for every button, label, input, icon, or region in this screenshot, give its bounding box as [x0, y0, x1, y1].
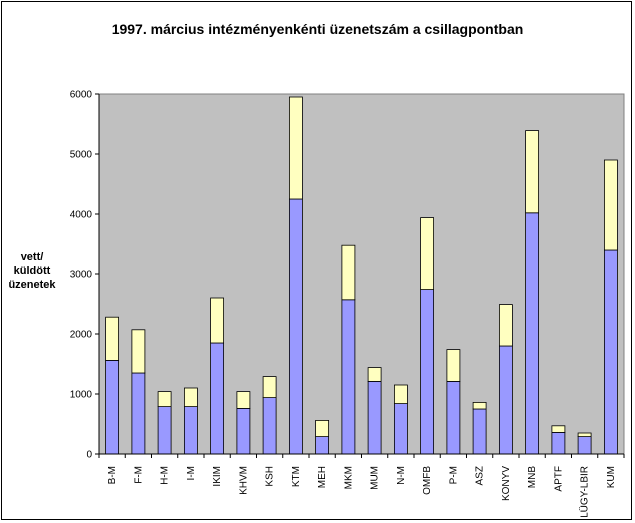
bar-segment-upper: [236, 391, 251, 409]
bar-segment-upper: [157, 391, 172, 408]
y-axis-label-line: vett/: [20, 251, 44, 263]
bar-segment-upper: [262, 376, 277, 399]
bar-segment-upper: [420, 217, 435, 291]
axes-group: B-M F-M H-M I-M IKIM KHVM KSH KTM MEH MKM MUM N-M OM…: [70, 90, 625, 518]
bar-segment-lower: [210, 342, 225, 455]
x-tick-label: H-M: [160, 466, 171, 485]
bar-segment-upper: [288, 96, 303, 200]
bar-segment-lower: [551, 431, 566, 455]
bar-segment-lower: [105, 359, 119, 455]
bar-segment-lower: [367, 380, 382, 455]
bar-segment-lower: [157, 406, 172, 455]
bar-segment-upper: [525, 130, 539, 214]
x-tick-label: MUM: [370, 466, 381, 490]
bar-segment-upper: [551, 425, 566, 433]
bar-segment-lower: [498, 345, 513, 455]
bar-segment-lower: [315, 436, 330, 455]
x-tick-label: MEH: [317, 466, 328, 488]
bar-segment-lower: [420, 289, 435, 455]
bar-segment-lower: [393, 403, 408, 455]
y-tick-label: 5000: [70, 150, 93, 161]
bar-segment-upper: [341, 244, 356, 301]
x-tick-label: F-M: [133, 466, 144, 484]
bar-segment-lower: [236, 407, 251, 455]
bar-segment-upper: [105, 316, 119, 361]
bar-segment-upper: [210, 297, 225, 344]
y-axis-label: vett/ küldött üzenetek: [4, 250, 60, 292]
x-tick-label: P-M: [448, 466, 459, 484]
bar-segment-lower: [262, 397, 277, 455]
bar-segment-lower: [131, 372, 146, 455]
bar-segment-lower: [341, 299, 356, 455]
x-tick-label: KHVM: [238, 466, 249, 495]
y-axis-label-line: üzenetek: [8, 279, 56, 291]
bar-segment-upper: [367, 367, 382, 382]
y-tick-label: 2000: [70, 330, 93, 341]
x-tick-label: APTF: [553, 466, 564, 492]
x-tick-label: KUM: [606, 466, 617, 488]
bar-segment-upper: [131, 329, 146, 374]
bar-segment-lower: [288, 198, 303, 455]
x-tick-label: B-M: [107, 466, 118, 484]
bar-segment-lower: [604, 249, 618, 455]
x-tick-label: OMFB: [422, 466, 433, 495]
y-tick-label: 6000: [70, 90, 93, 101]
x-tick-label: IKIM: [212, 466, 223, 487]
x-tick-label: KONYV: [501, 466, 512, 501]
y-tick-label: 0: [86, 450, 92, 461]
bar-segment-lower: [446, 380, 461, 455]
x-tick-label: ASZ: [475, 466, 486, 485]
y-tick-label: 1000: [70, 390, 93, 401]
x-tick-label: MNB: [527, 466, 538, 489]
bar-segment-upper: [577, 432, 592, 437]
bar-segment-upper: [472, 401, 487, 410]
x-tick-label: LÜGY-LBIR: [579, 466, 591, 518]
bar-segment-upper: [393, 384, 408, 405]
x-tick-label: I-M: [186, 466, 197, 480]
y-tick-label: 3000: [70, 270, 93, 281]
bar-segment-upper: [315, 419, 330, 437]
y-axis-label-line: küldött: [13, 265, 51, 277]
x-tick-label: N-M: [396, 466, 407, 485]
y-tick-label: 4000: [70, 210, 93, 221]
plot-area: [98, 93, 625, 455]
bars-group: [105, 96, 618, 455]
bar-segment-upper: [498, 304, 513, 347]
chart-title: 1997. március intézményenkénti üzenetszá…: [111, 21, 524, 37]
bar-segment-upper: [446, 349, 461, 382]
x-tick-label: MKM: [343, 466, 354, 489]
bar-segment-upper: [604, 159, 618, 251]
bar-segment-lower: [525, 212, 539, 455]
bar-segment-lower: [472, 408, 487, 455]
bar-segment-lower: [183, 406, 198, 455]
x-tick-label: KSH: [265, 466, 276, 487]
bar-segment-lower: [577, 436, 592, 455]
bar-segment-upper: [183, 387, 198, 408]
x-tick-label: KTM: [291, 466, 302, 487]
